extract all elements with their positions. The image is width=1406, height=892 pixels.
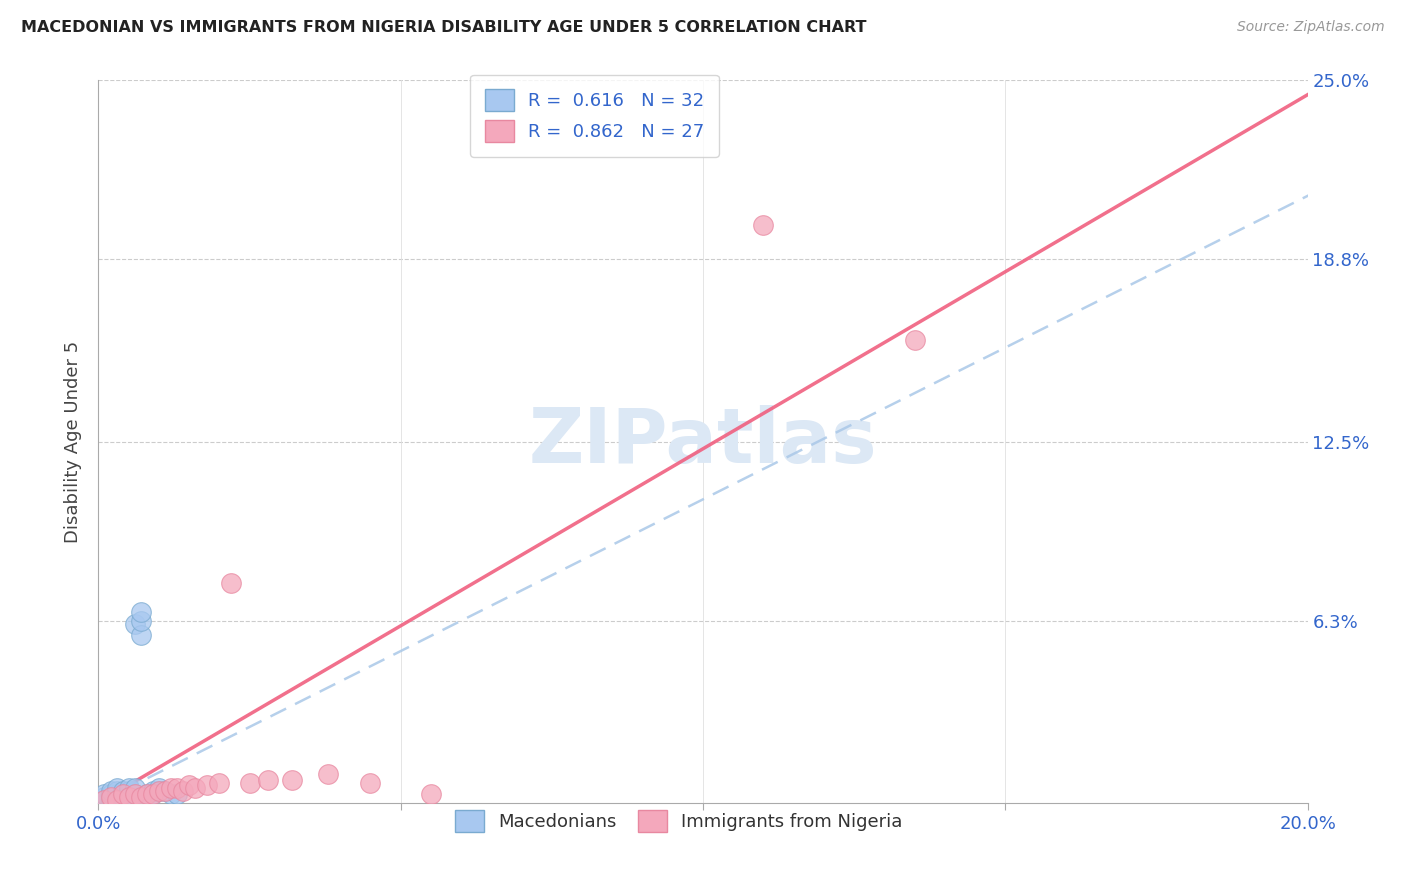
Point	[135, 787, 157, 801]
Point	[118, 787, 141, 801]
Point	[179, 779, 201, 793]
Point	[105, 793, 128, 807]
Point	[111, 790, 134, 805]
Point	[93, 793, 115, 807]
Point	[105, 793, 128, 807]
Point	[239, 775, 262, 789]
Point	[129, 628, 152, 642]
Point	[360, 775, 382, 789]
Point	[100, 790, 122, 805]
Point	[148, 781, 170, 796]
Point	[281, 772, 304, 787]
Point	[100, 784, 122, 798]
Point	[208, 775, 231, 789]
Point	[124, 787, 146, 801]
Point	[420, 787, 443, 801]
Point	[124, 787, 146, 801]
Point	[221, 576, 243, 591]
Point	[195, 779, 218, 793]
Text: Source: ZipAtlas.com: Source: ZipAtlas.com	[1237, 20, 1385, 34]
Point	[184, 781, 207, 796]
Point	[752, 218, 775, 232]
Point	[118, 781, 141, 796]
Text: ZIPatlas: ZIPatlas	[529, 405, 877, 478]
Y-axis label: Disability Age Under 5: Disability Age Under 5	[65, 341, 83, 542]
Point	[111, 787, 134, 801]
Point	[93, 793, 115, 807]
Point	[142, 787, 165, 801]
Point	[129, 614, 152, 628]
Point	[129, 790, 152, 805]
Point	[93, 787, 115, 801]
Point	[100, 790, 122, 805]
Point	[166, 781, 188, 796]
Point	[105, 790, 128, 805]
Point	[118, 790, 141, 805]
Point	[316, 767, 339, 781]
Point	[105, 784, 128, 798]
Point	[129, 605, 152, 619]
Point	[142, 787, 165, 801]
Point	[166, 787, 188, 801]
Point	[93, 790, 115, 805]
Point	[160, 787, 183, 801]
Point	[172, 784, 194, 798]
Point	[142, 784, 165, 798]
Point	[124, 616, 146, 631]
Point	[124, 781, 146, 796]
Point	[135, 787, 157, 801]
Point	[105, 787, 128, 801]
Point	[148, 784, 170, 798]
Legend: Macedonians, Immigrants from Nigeria: Macedonians, Immigrants from Nigeria	[441, 797, 915, 845]
Point	[105, 781, 128, 796]
Point	[111, 787, 134, 801]
Point	[153, 784, 176, 798]
Point	[160, 781, 183, 796]
Point	[111, 784, 134, 798]
Text: MACEDONIAN VS IMMIGRANTS FROM NIGERIA DISABILITY AGE UNDER 5 CORRELATION CHART: MACEDONIAN VS IMMIGRANTS FROM NIGERIA DI…	[21, 20, 866, 35]
Point	[256, 772, 278, 787]
Point	[100, 787, 122, 801]
Point	[100, 793, 122, 807]
Point	[148, 784, 170, 798]
Point	[118, 784, 141, 798]
Point	[904, 334, 927, 348]
Point	[153, 784, 176, 798]
